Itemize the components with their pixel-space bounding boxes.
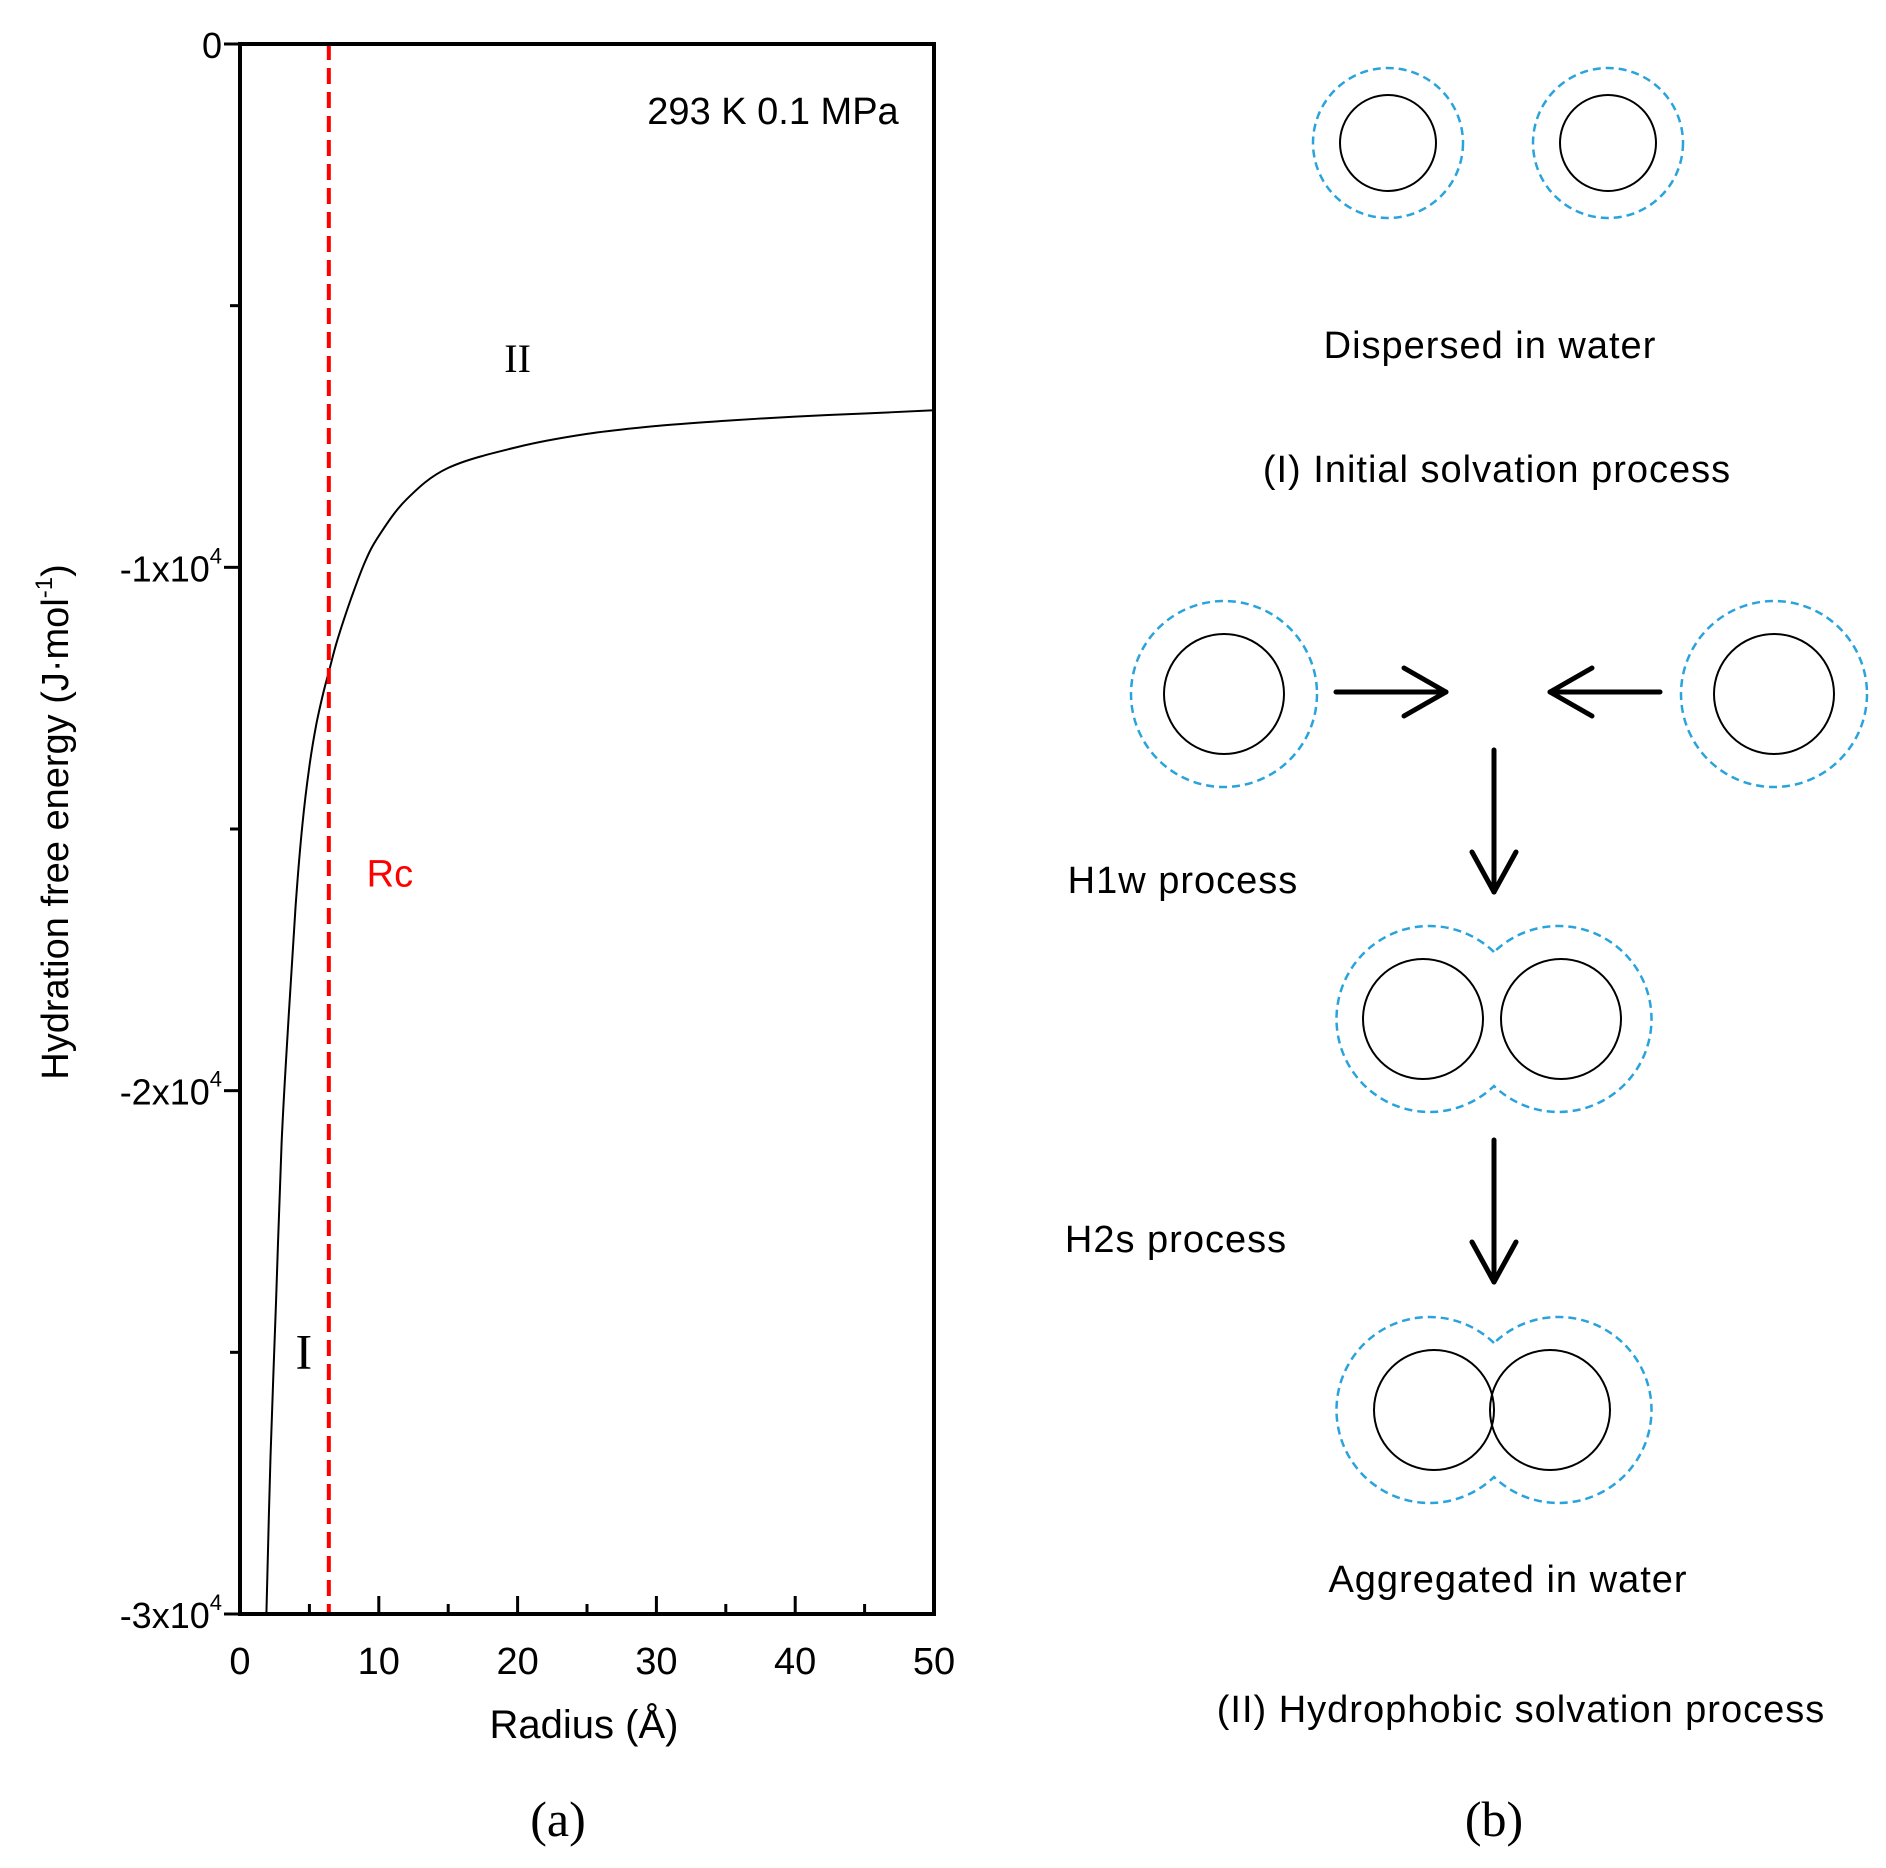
arrow-right (1333, 665, 1449, 719)
particle (1339, 94, 1437, 192)
aggregated-pair (1335, 1315, 1653, 1505)
particle (1373, 1349, 1495, 1471)
y-tick-label-exponent: 4 (210, 543, 222, 568)
solvation-shell (1679, 599, 1869, 789)
solvation-shell (1531, 66, 1685, 220)
particle (1713, 633, 1835, 755)
y-axis-label-text: Hydration free energy (J·mol (35, 598, 77, 1080)
y-tick-label: 0 (202, 25, 222, 66)
arrow-left (1547, 665, 1663, 719)
solvation-shell (1311, 66, 1465, 220)
x-tick-label: 0 (229, 1641, 250, 1683)
particle (1489, 1349, 1611, 1471)
particle (1559, 94, 1657, 192)
y-tick-label-base: -1x10 (120, 548, 210, 589)
h1w-process-label: H1w process (1068, 860, 1299, 902)
critical-radius-label: Rc (367, 854, 413, 896)
dispersed-pair (1311, 66, 1685, 220)
approaching-pair (1129, 599, 1869, 789)
dispersed-label: Dispersed in water (1324, 325, 1657, 367)
merged-solvation-shell (1335, 1315, 1653, 1505)
y-tick-label-base: -2x10 (120, 1072, 210, 1113)
arrow-down-h2s (1469, 1137, 1519, 1285)
merged-solvation-shell (1335, 924, 1653, 1114)
y-tick-label: -1x104 (120, 543, 222, 589)
y-axis-label-close: ) (35, 564, 77, 577)
particle (1500, 958, 1622, 1080)
chart-panel: 0 10 20 30 40 50 0-1x104-2x104-3x104 293 K 0.… (31, 25, 955, 1847)
x-tick-label: 20 (496, 1641, 538, 1683)
arrow-down-h1w (1469, 747, 1519, 895)
panel-label-a: (a) (530, 1791, 586, 1847)
aggregated-label: Aggregated in water (1328, 1559, 1687, 1601)
series-line-hydration-free-energy (265, 409, 935, 1615)
schematic-panel: Dispersed in water (I) Initial solvation… (1065, 66, 1869, 1847)
x-axis-label: Radius (Å) (490, 1702, 679, 1747)
y-axis-label: Hydration free energy (J·mol-1) (31, 564, 77, 1080)
h2s-process-label: H2s process (1065, 1219, 1287, 1261)
contact-pair-h1w (1335, 924, 1653, 1114)
region-label-i: I (296, 1323, 313, 1379)
y-tick-label-base: -3x10 (120, 1595, 210, 1636)
x-tick-label: 50 (913, 1641, 955, 1683)
y-tick-label-exponent: 4 (210, 1067, 222, 1092)
y-axis-ticks (224, 42, 240, 1616)
x-tick-label: 10 (358, 1641, 400, 1683)
x-tick-label: 40 (774, 1641, 816, 1683)
x-tick-label: 30 (635, 1641, 677, 1683)
y-tick-label-base: 0 (202, 25, 222, 66)
y-tick-label: -2x104 (120, 1067, 222, 1113)
conditions-annotation: 293 K 0.1 MPa (647, 91, 899, 133)
x-axis-tick-labels: 0 10 20 30 40 50 (229, 1641, 955, 1683)
x-axis-ticks (238, 1596, 936, 1614)
y-tick-label: -3x104 (120, 1590, 222, 1636)
panel-label-b: (b) (1465, 1791, 1523, 1847)
y-axis-tick-labels: 0-1x104-2x104-3x104 (120, 25, 222, 1636)
y-tick-label-exponent: 4 (210, 1590, 222, 1615)
y-axis-label-exponent: -1 (31, 577, 58, 598)
initial-process-label: (I) Initial solvation process (1263, 449, 1731, 491)
region-label-ii: II (504, 336, 531, 381)
plot-frame (238, 42, 936, 1616)
solvation-shell (1129, 599, 1319, 789)
hydrophobic-process-label: (II) Hydrophobic solvation process (1217, 1689, 1825, 1731)
particle (1362, 958, 1484, 1080)
particle (1163, 633, 1285, 755)
